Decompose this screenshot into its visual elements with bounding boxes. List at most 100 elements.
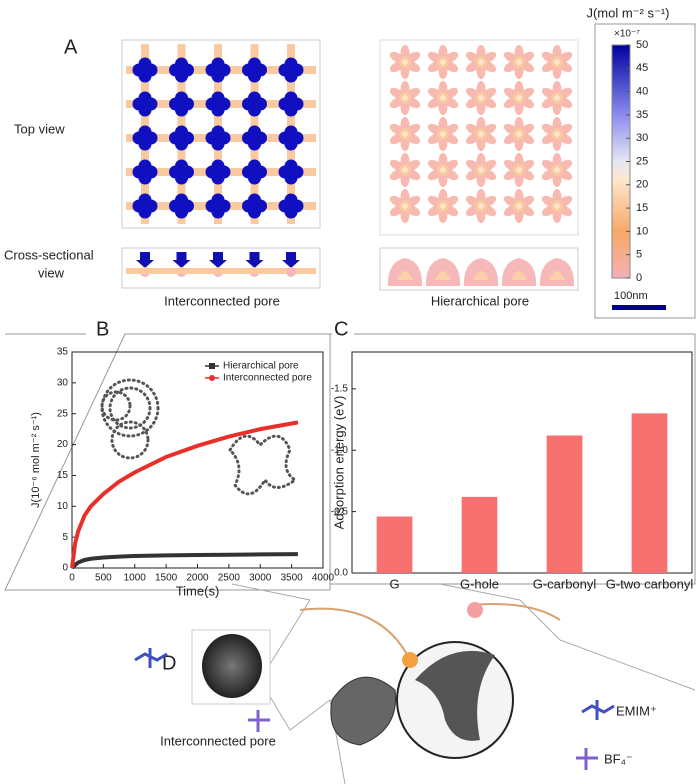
inset-ring xyxy=(100,378,160,438)
panel-d: D Interconnected pore EMIM⁺ BF₄⁻ xyxy=(134,583,696,784)
flux-node xyxy=(278,199,292,213)
flux-node xyxy=(169,131,182,145)
y-tick-label: 25 xyxy=(57,408,69,419)
x-tick-label: G-carbonyl xyxy=(533,576,597,591)
panel-a: A Top view Cross-sectional view Intercon… xyxy=(4,5,696,319)
colorbar-tick-label: 30 xyxy=(636,132,648,144)
flow-arrow xyxy=(136,252,154,268)
colorbar-tick-label: 50 xyxy=(636,39,648,51)
colorbar-tick-label: 35 xyxy=(636,109,648,121)
caption: Interconnected pore xyxy=(160,733,276,748)
pore-core xyxy=(516,59,522,65)
bar xyxy=(461,496,498,573)
y-tick-label: 15 xyxy=(57,470,69,481)
colorbar-tick-label: 40 xyxy=(636,86,648,98)
x-tick-label: 3500 xyxy=(281,573,304,584)
pore-core xyxy=(478,131,484,137)
pore-core xyxy=(478,167,484,173)
y-tick-label: 10 xyxy=(57,501,69,512)
pore-core xyxy=(402,167,408,173)
y-tick-label: -1.5 xyxy=(331,383,349,394)
y-tick-label: 0.0 xyxy=(334,568,348,579)
flux-node xyxy=(132,199,146,213)
flux-node xyxy=(242,131,255,145)
panel-c: C xyxy=(330,318,696,585)
pore-core xyxy=(516,167,522,173)
pore-wall xyxy=(415,650,495,741)
flux-node xyxy=(169,165,182,179)
ion-glow xyxy=(402,652,418,668)
inset-fractal xyxy=(228,434,298,496)
ion-label: BF₄⁻ xyxy=(604,751,633,766)
panel-frame xyxy=(4,333,331,591)
legend-marker xyxy=(209,363,215,369)
pore-core xyxy=(516,131,522,137)
pore xyxy=(286,267,296,277)
row-label: Cross-sectional xyxy=(4,247,94,262)
colorbar-tick-label: 20 xyxy=(636,179,648,191)
pore-core xyxy=(402,203,408,209)
y-tick-label: 30 xyxy=(57,377,69,388)
legend-label: Hierarchical pore xyxy=(223,361,299,372)
flux-node xyxy=(169,199,182,213)
pore-core xyxy=(402,131,408,137)
colorbar-exponent: ×10⁻⁷ xyxy=(614,29,640,40)
bell-core xyxy=(435,271,451,280)
y-tick-label: 35 xyxy=(57,347,69,358)
x-tick-label: G-two carbonyl xyxy=(606,576,694,591)
colorbar-tick-label: 5 xyxy=(636,249,642,261)
flux-node xyxy=(169,63,182,77)
colorbar-tick-label: 10 xyxy=(636,225,648,237)
pore-core xyxy=(554,95,560,101)
panel-label: A xyxy=(64,36,78,58)
panel-label: D xyxy=(162,652,176,674)
flow-arrow xyxy=(282,252,300,268)
flux-node xyxy=(242,165,255,179)
pore-core xyxy=(554,203,560,209)
panel-label: B xyxy=(96,318,109,340)
flux-node xyxy=(205,63,219,77)
x-tick-label: 2000 xyxy=(186,573,209,584)
x-tick-label: 1500 xyxy=(155,573,178,584)
scale-bar xyxy=(612,305,666,310)
flux-node xyxy=(242,199,255,213)
y-tick-label: 5 xyxy=(62,532,68,543)
x-tick-label: 1000 xyxy=(124,573,147,584)
row-label: view xyxy=(38,265,65,280)
inset-ring xyxy=(100,390,132,422)
cation-icon xyxy=(581,700,615,720)
bar xyxy=(631,413,668,573)
flux-node xyxy=(242,63,255,77)
flux-node xyxy=(278,131,292,145)
y-axis-label: J(10⁻⁶ mol m⁻² s⁻¹) xyxy=(30,412,42,508)
flow-arrow xyxy=(172,252,191,268)
arrow-path xyxy=(299,603,561,661)
panel-b: B xyxy=(4,318,331,591)
x-tick-label: 3000 xyxy=(249,573,272,584)
flux-node xyxy=(278,97,292,111)
flux-node xyxy=(205,131,219,145)
pore-core xyxy=(554,131,560,137)
panel-label: C xyxy=(334,318,348,340)
pore-core xyxy=(554,167,560,173)
colorbar-tick-label: 0 xyxy=(636,272,642,284)
porous-sphere xyxy=(202,634,262,698)
hierarchical-particle xyxy=(330,676,397,746)
pore-core xyxy=(478,203,484,209)
bell-core xyxy=(397,271,413,280)
ion-label: EMIM⁺ xyxy=(616,703,657,718)
row-label: Top view xyxy=(14,121,65,136)
y-tick-label: 0 xyxy=(62,563,68,574)
flux-node xyxy=(132,165,146,179)
y-tick-label: -1.0 xyxy=(331,445,349,456)
flux-node xyxy=(205,97,219,111)
pore-core xyxy=(440,131,446,137)
pore-core xyxy=(516,95,522,101)
series-line xyxy=(70,420,299,569)
pore-core xyxy=(402,59,408,65)
ion-glow xyxy=(467,602,483,618)
colorbar-tick-label: 45 xyxy=(636,62,648,74)
flux-node xyxy=(132,63,146,77)
colorbar-tick-label: 15 xyxy=(636,202,648,214)
flux-node xyxy=(205,165,219,179)
